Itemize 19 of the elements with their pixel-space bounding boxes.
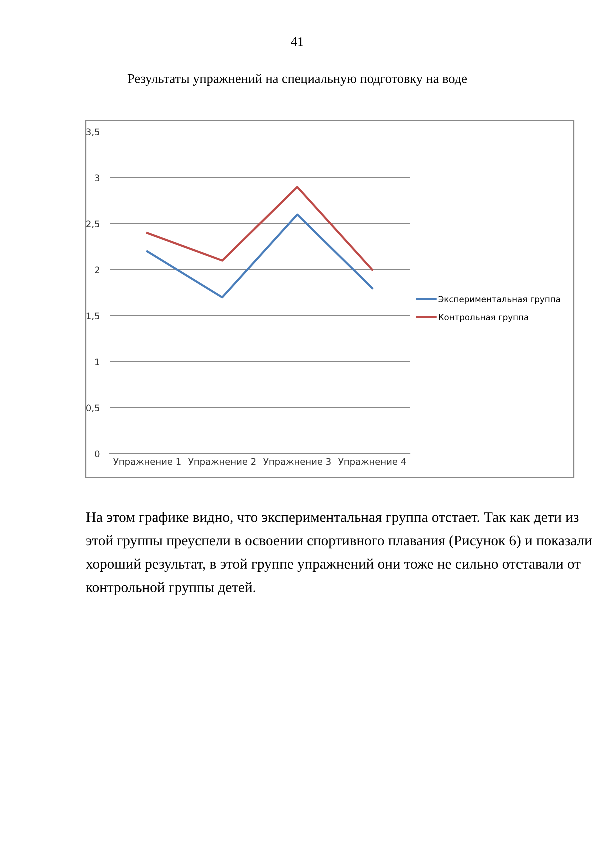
- x-tick-label: Упражнение 1: [114, 458, 181, 467]
- y-tick-label: 3: [95, 174, 100, 182]
- legend-label: Экспериментальная группа: [438, 296, 560, 304]
- x-tick-label: Упражнение 3: [264, 458, 331, 467]
- line-series: [146, 186, 374, 272]
- text: На этом графике видно, что экспериментальная группа отстает. Так как дети из этой группы преуспели в освоении спортивного плавания (Рисунок 6) и показали хороший результат, в этой группе упражнений они тоже не сильно отставали от контрольной группы детей.: [86, 512, 592, 596]
- y-tick-label: 0,5: [86, 404, 100, 412]
- y-tick-label: 0: [95, 450, 100, 458]
- x-tick-label: Упражнение 4: [338, 458, 406, 467]
- y-tick-label: 1,5: [86, 312, 100, 320]
- y-tick-label: 3,5: [86, 128, 100, 136]
- text: 41: [291, 37, 304, 46]
- y-tick-label: 1: [96, 358, 100, 366]
- chart-title: Результаты упражнений на специальную подготовку на воде: [128, 74, 467, 86]
- x-tick-label: Упражнение 2: [188, 458, 256, 467]
- y-tick-label: 2,5: [86, 220, 100, 228]
- y-tick-label: 2: [95, 266, 100, 274]
- legend-label: Контрольная группа: [439, 314, 528, 322]
- line-series: [146, 214, 374, 299]
